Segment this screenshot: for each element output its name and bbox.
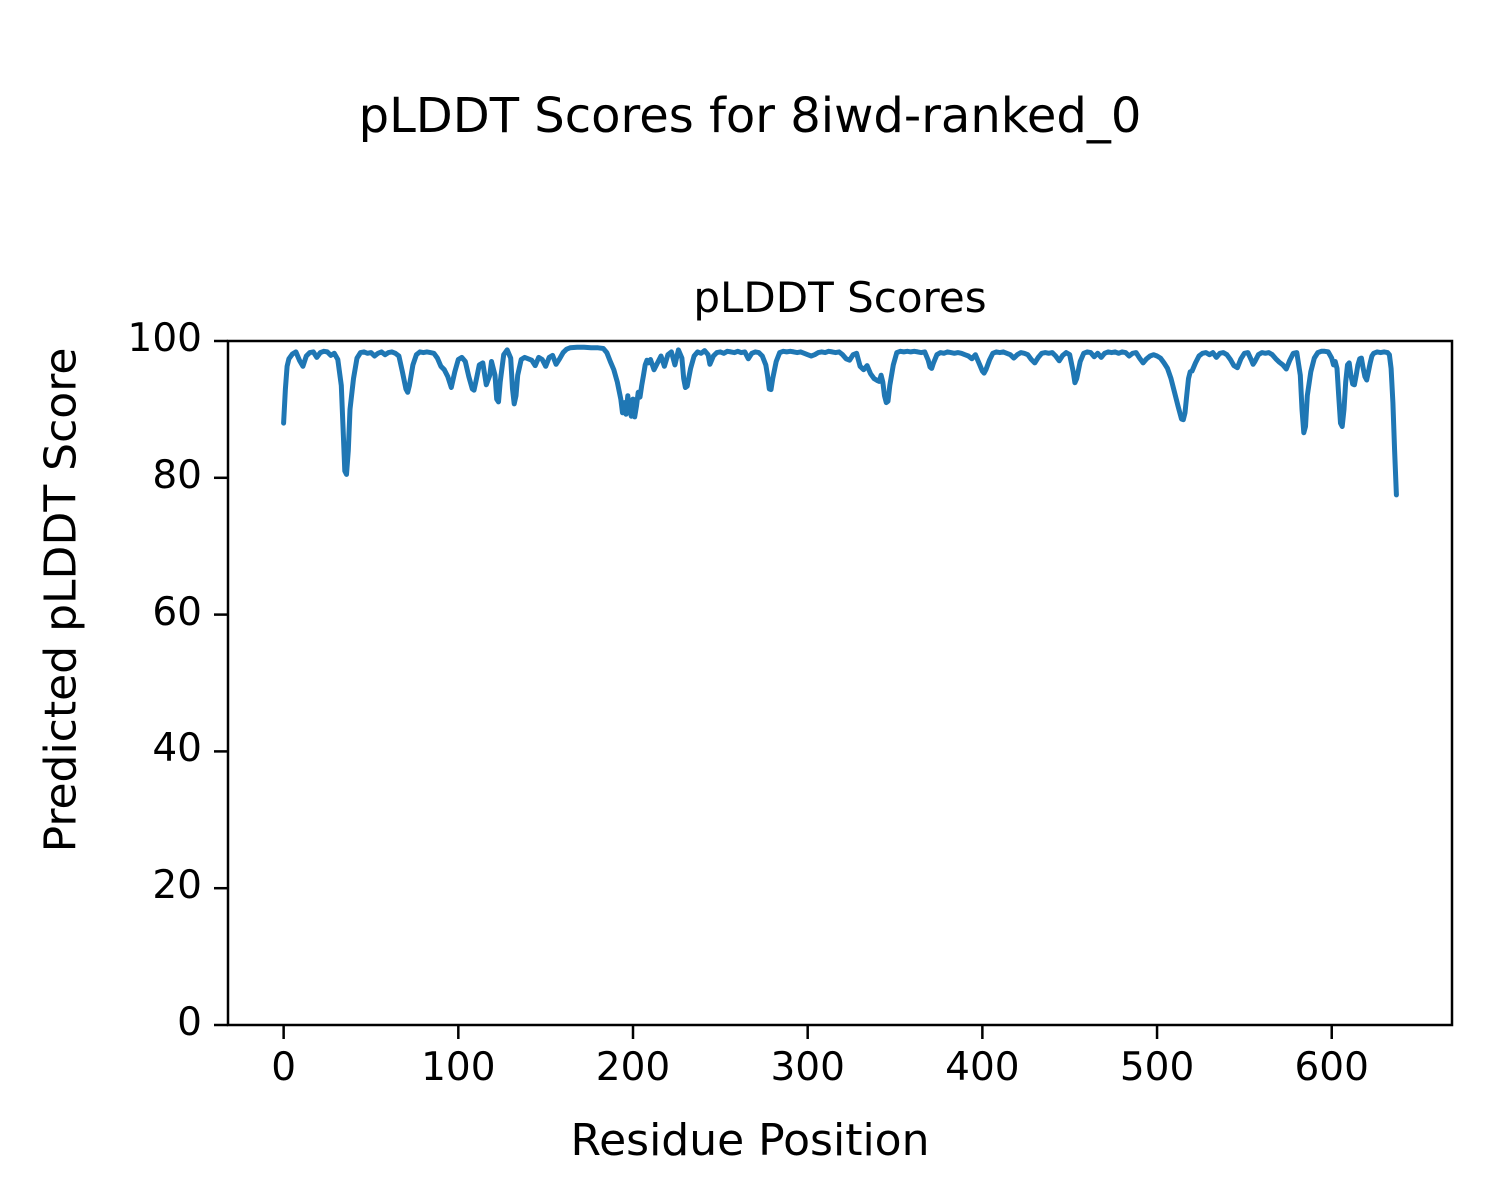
x-tick-label: 100 [421,1045,496,1090]
x-tick-label: 500 [1119,1045,1195,1090]
y-axis-label: Predicted pLDDT Score [35,347,87,853]
y-tick-label: 80 [152,452,202,498]
y-tick-label: 40 [152,726,202,772]
y-tick-label: 20 [152,863,202,909]
x-axis-label: Residue Position [570,1115,930,1166]
x-tick-label: 0 [271,1045,297,1090]
y-tick-label: 100 [127,316,202,361]
figure-title: pLDDT Scores for 8iwd-ranked_0 [358,88,1142,144]
x-tick-label: 200 [595,1045,671,1090]
x-tick-label: 300 [770,1045,845,1090]
y-tick-label: 60 [152,589,202,635]
plddt-line [281,344,1399,498]
axes-spines [226,339,1454,1027]
x-tick-label: 400 [945,1045,1020,1090]
x-tick-label: 600 [1294,1045,1369,1090]
axes-title: pLDDT Scores [693,273,987,322]
y-tick-label: 0 [177,1000,202,1045]
